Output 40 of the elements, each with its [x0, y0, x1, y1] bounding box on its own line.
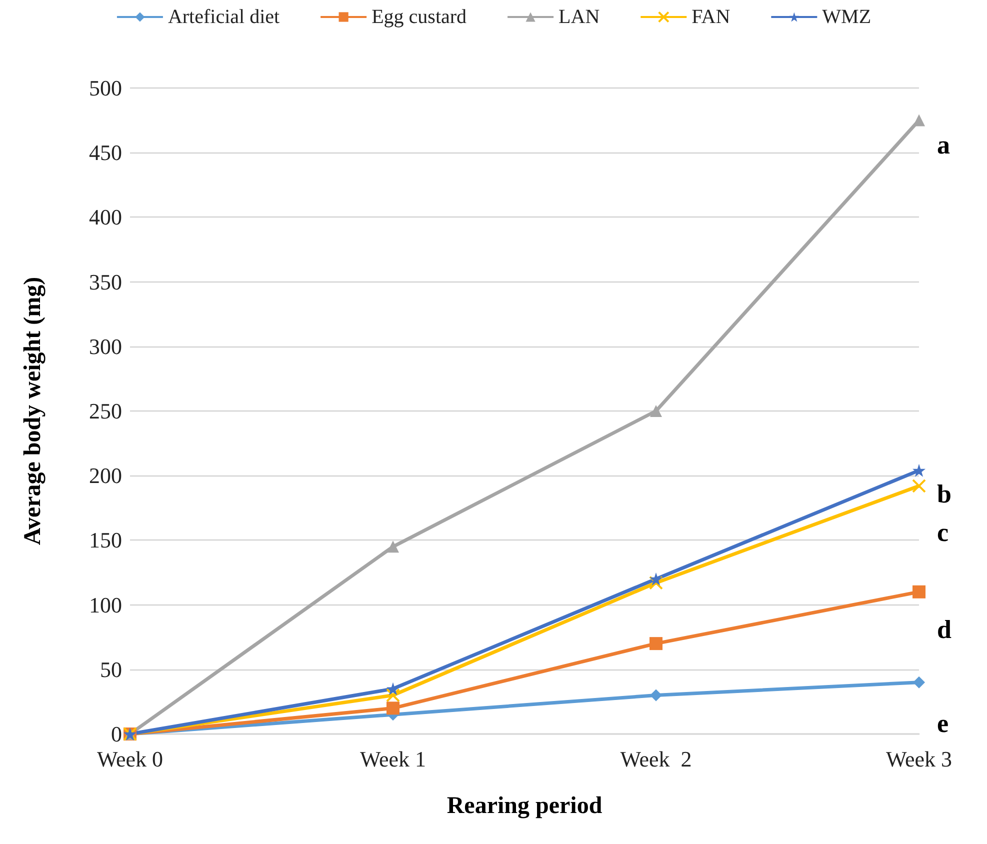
text: d [937, 615, 952, 644]
point [912, 464, 926, 477]
y-tick-label: 450 [89, 140, 122, 166]
y-tick-label: 500 [89, 76, 122, 100]
point [387, 540, 399, 553]
point [650, 405, 662, 417]
x-tick-label: Week 0 [96, 746, 164, 772]
point [386, 688, 400, 702]
legend-label: LAN [558, 6, 600, 28]
y-tick-label: 400 [89, 204, 122, 230]
point [650, 572, 662, 586]
legend-label: Arteficial diet [168, 6, 280, 28]
y-tick-label: 300 [89, 334, 122, 359]
text: e [937, 708, 949, 738]
y-tick-label: 0 [111, 722, 122, 746]
point [912, 478, 926, 493]
y-tick-label: 150 [89, 528, 122, 553]
point [386, 702, 400, 715]
point [649, 576, 663, 590]
legend-label: Egg custard [372, 6, 467, 28]
point [386, 682, 400, 696]
y-tick-label: 250 [89, 398, 122, 424]
text: c [937, 518, 949, 548]
legend-label: FAN [692, 6, 730, 28]
x-tick-label: Week 3 [886, 746, 952, 772]
x-axis-title: Rearing period [446, 793, 603, 819]
y-tick-label: 200 [89, 463, 122, 488]
y-tick-label: 100 [89, 592, 122, 618]
legend-label: WMZ [822, 6, 872, 28]
y-tick-label: 350 [89, 269, 122, 294]
text: a [937, 130, 950, 160]
y-axis-title: Average body weight (mg) [20, 276, 46, 546]
point [650, 689, 662, 702]
y-tick-label: 50 [100, 656, 122, 682]
point [913, 676, 925, 688]
text: b [937, 479, 952, 508]
x-tick-label: Week 2 [620, 746, 692, 772]
x-tick-label: Week 1 [360, 746, 426, 772]
point [912, 585, 926, 598]
point [650, 637, 662, 650]
